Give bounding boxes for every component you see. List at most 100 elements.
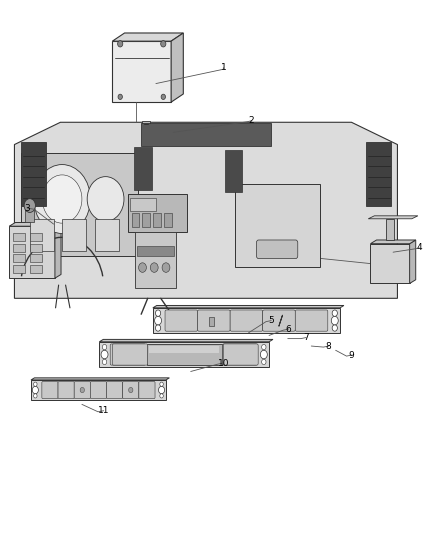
Bar <box>149 346 219 352</box>
FancyBboxPatch shape <box>110 344 145 365</box>
Text: 10: 10 <box>218 359 229 367</box>
FancyBboxPatch shape <box>113 344 148 365</box>
Bar <box>235 184 320 266</box>
Bar <box>164 214 172 227</box>
Polygon shape <box>9 226 55 278</box>
Circle shape <box>129 387 133 393</box>
Text: 6: 6 <box>286 325 292 334</box>
Bar <box>134 147 152 190</box>
Text: 8: 8 <box>326 342 332 351</box>
Circle shape <box>332 325 337 331</box>
Circle shape <box>161 94 166 100</box>
Bar <box>131 214 139 227</box>
Bar <box>13 233 25 241</box>
Bar <box>13 265 25 273</box>
Circle shape <box>160 382 163 386</box>
Text: 9: 9 <box>349 351 355 360</box>
Bar <box>95 219 119 251</box>
FancyBboxPatch shape <box>230 310 263 331</box>
Circle shape <box>34 382 37 386</box>
Polygon shape <box>99 342 269 367</box>
Bar <box>13 244 25 252</box>
Bar <box>225 150 242 192</box>
Bar <box>30 219 53 251</box>
Circle shape <box>102 359 107 365</box>
FancyBboxPatch shape <box>106 382 123 399</box>
Bar <box>144 126 149 136</box>
Bar <box>62 219 86 251</box>
Bar <box>386 219 393 240</box>
FancyBboxPatch shape <box>90 382 106 399</box>
Circle shape <box>332 310 337 317</box>
Circle shape <box>260 350 267 359</box>
Bar <box>147 344 222 365</box>
Polygon shape <box>410 240 416 284</box>
Bar <box>13 254 25 262</box>
Circle shape <box>331 317 338 325</box>
Polygon shape <box>31 380 166 400</box>
Circle shape <box>34 394 37 398</box>
Circle shape <box>32 386 39 394</box>
Circle shape <box>34 165 90 233</box>
Text: 2: 2 <box>249 116 254 125</box>
Circle shape <box>150 263 158 272</box>
Circle shape <box>155 310 161 317</box>
Circle shape <box>117 41 123 47</box>
FancyBboxPatch shape <box>165 310 198 331</box>
Polygon shape <box>113 33 184 41</box>
Bar <box>30 233 42 241</box>
Bar <box>153 214 161 227</box>
FancyBboxPatch shape <box>256 240 298 259</box>
Bar <box>30 254 42 262</box>
FancyBboxPatch shape <box>74 382 90 399</box>
Bar <box>137 246 174 256</box>
Polygon shape <box>14 122 397 298</box>
Circle shape <box>102 344 107 350</box>
Bar <box>21 142 46 206</box>
Bar <box>25 206 34 222</box>
Circle shape <box>138 263 146 272</box>
Polygon shape <box>55 222 61 278</box>
Circle shape <box>261 344 266 350</box>
Polygon shape <box>153 308 340 333</box>
FancyBboxPatch shape <box>123 382 139 399</box>
FancyBboxPatch shape <box>263 310 295 331</box>
Polygon shape <box>9 222 61 226</box>
Text: 11: 11 <box>98 406 110 415</box>
FancyBboxPatch shape <box>223 344 257 365</box>
Circle shape <box>161 41 166 47</box>
Text: 1: 1 <box>220 63 226 72</box>
Bar <box>142 121 150 126</box>
Text: 7: 7 <box>303 333 309 342</box>
Bar <box>366 142 391 206</box>
Circle shape <box>155 317 162 325</box>
Circle shape <box>101 350 108 359</box>
FancyBboxPatch shape <box>295 310 328 331</box>
FancyBboxPatch shape <box>139 382 155 399</box>
Bar <box>142 214 150 227</box>
Circle shape <box>42 175 82 223</box>
FancyBboxPatch shape <box>223 344 258 365</box>
Circle shape <box>118 94 122 100</box>
FancyBboxPatch shape <box>58 382 74 399</box>
Circle shape <box>80 387 85 393</box>
Bar <box>209 317 214 326</box>
Bar <box>128 194 187 232</box>
FancyBboxPatch shape <box>198 310 230 331</box>
Polygon shape <box>171 33 184 102</box>
Polygon shape <box>371 244 410 284</box>
Bar <box>141 123 271 146</box>
Circle shape <box>155 325 161 331</box>
Polygon shape <box>99 340 273 342</box>
Circle shape <box>160 394 163 398</box>
FancyBboxPatch shape <box>42 382 58 399</box>
Bar <box>130 198 156 211</box>
Polygon shape <box>371 240 416 244</box>
Text: 5: 5 <box>268 316 274 325</box>
Circle shape <box>24 199 35 213</box>
Polygon shape <box>368 216 418 219</box>
Circle shape <box>87 176 124 221</box>
Bar <box>30 265 42 273</box>
Circle shape <box>162 263 170 272</box>
Polygon shape <box>21 152 138 256</box>
